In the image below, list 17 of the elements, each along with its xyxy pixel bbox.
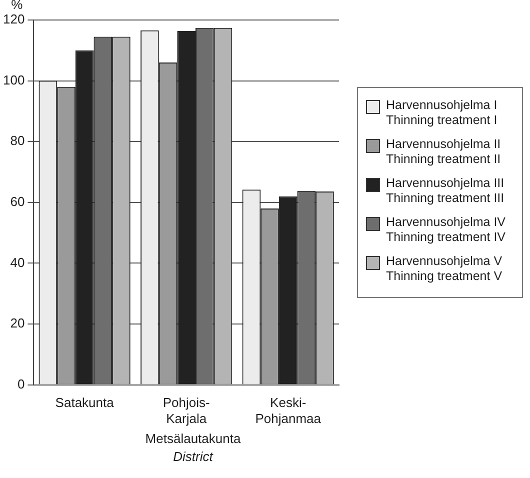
y-axis-title: %: [11, 0, 24, 12]
x-axis-title: Metsälautakunta District: [144, 430, 242, 466]
legend-label: Harvennusohjelma IV Thinning treatment IV: [386, 215, 506, 245]
y-tick-label: 120: [2, 12, 25, 27]
y-tick-label: 80: [10, 133, 25, 148]
x-tick-label: Pohjois- Karjala: [162, 395, 210, 426]
legend-label: Harvennusohjelma V Thinning treatment V: [386, 254, 502, 284]
x-tick-label: Satakunta: [55, 395, 115, 410]
y-tick-label: 0: [17, 376, 25, 392]
x-tick-label: Keski- Pohjanmaa: [255, 395, 322, 426]
legend-label: Harvennusohjelma II Thinning treatment II: [386, 137, 501, 167]
y-tick-label: 100: [2, 72, 25, 88]
legend-label: Harvennusohjelma I Thinning treatment I: [386, 98, 498, 128]
y-tick-label: 40: [10, 254, 25, 270]
y-tick-label: 20: [10, 316, 25, 331]
legend-label: Harvennusohjelma III Thinning treatment III: [386, 176, 504, 206]
y-tick-label: 60: [10, 194, 25, 209]
